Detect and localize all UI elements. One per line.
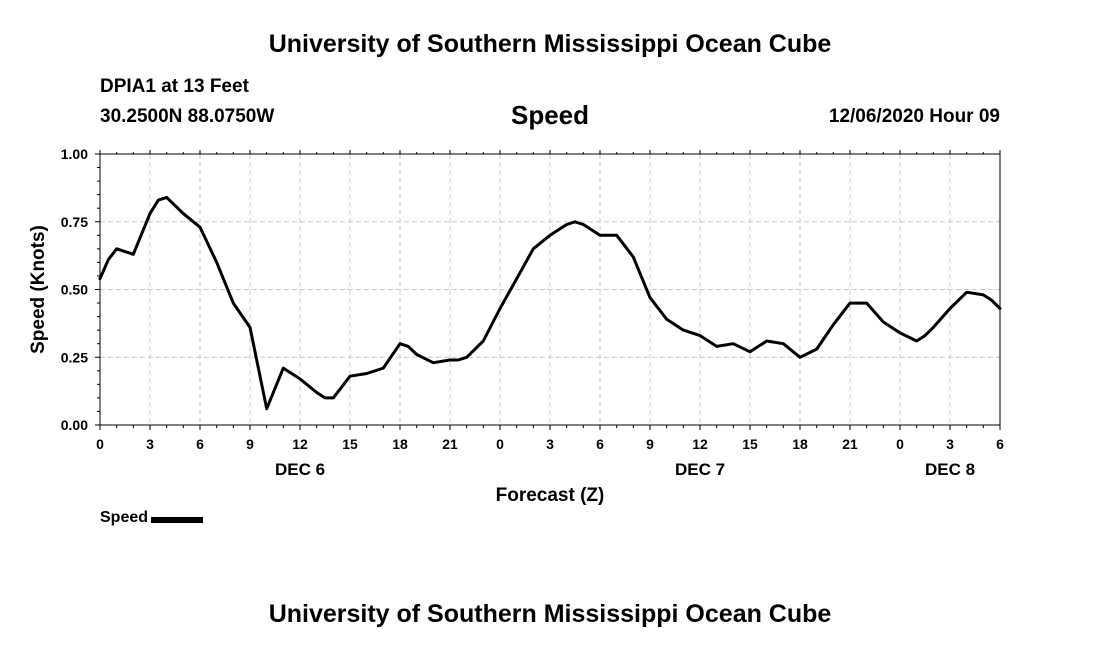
x-tick-label: 12 <box>292 436 308 452</box>
valid-time: 12/06/2020 Hour 09 <box>828 106 1000 127</box>
x-tick-label: 21 <box>842 436 858 452</box>
y-tick-label: 0.50 <box>61 282 88 298</box>
y-tick-label: 1.00 <box>61 146 88 162</box>
x-tick-label: 9 <box>646 436 654 452</box>
date-label: DEC 6 <box>275 460 325 479</box>
x-tick-label: 3 <box>946 436 954 452</box>
x-tick-label: 12 <box>692 436 708 452</box>
x-tick-label: 18 <box>392 436 408 452</box>
x-tick-label: 9 <box>246 436 254 452</box>
legend-swatch <box>151 516 204 523</box>
y-tick-label: 0.25 <box>61 349 88 365</box>
x-tick-label: 6 <box>996 436 1004 452</box>
x-tick-label: 0 <box>496 436 504 452</box>
x-tick-label: 15 <box>742 436 758 452</box>
date-label: DEC 7 <box>675 460 725 479</box>
y-axis-label: Speed (Knots) <box>28 225 49 354</box>
x-tick-label: 6 <box>596 436 604 452</box>
x-tick-label: 0 <box>96 436 104 452</box>
chart-title-bottom: University of Southern Mississippi Ocean… <box>268 600 832 628</box>
chart-title-top: University of Southern Mississippi Ocean… <box>268 30 832 58</box>
legend: Speed <box>100 509 204 527</box>
x-axis-label: Forecast (Z) <box>496 485 605 506</box>
x-tick-label: 3 <box>146 436 154 452</box>
x-tick-label: 15 <box>342 436 358 452</box>
date-label: DEC 8 <box>925 460 975 479</box>
y-tick-label: 0.00 <box>61 417 88 433</box>
station-label: DPIA1 at 13 Feet <box>100 76 249 97</box>
x-tick-label: 6 <box>196 436 204 452</box>
legend-label: Speed <box>100 509 149 526</box>
variable-title: Speed <box>510 100 590 130</box>
location-coordinates: 30.2500N 88.0750W <box>100 106 275 127</box>
x-tick-label: 21 <box>442 436 458 452</box>
x-tick-label: 18 <box>792 436 808 452</box>
x-tick-label: 3 <box>546 436 554 452</box>
y-tick-label: 0.75 <box>61 214 88 230</box>
x-tick-label: 0 <box>896 436 904 452</box>
speed-line <box>98 195 1002 411</box>
